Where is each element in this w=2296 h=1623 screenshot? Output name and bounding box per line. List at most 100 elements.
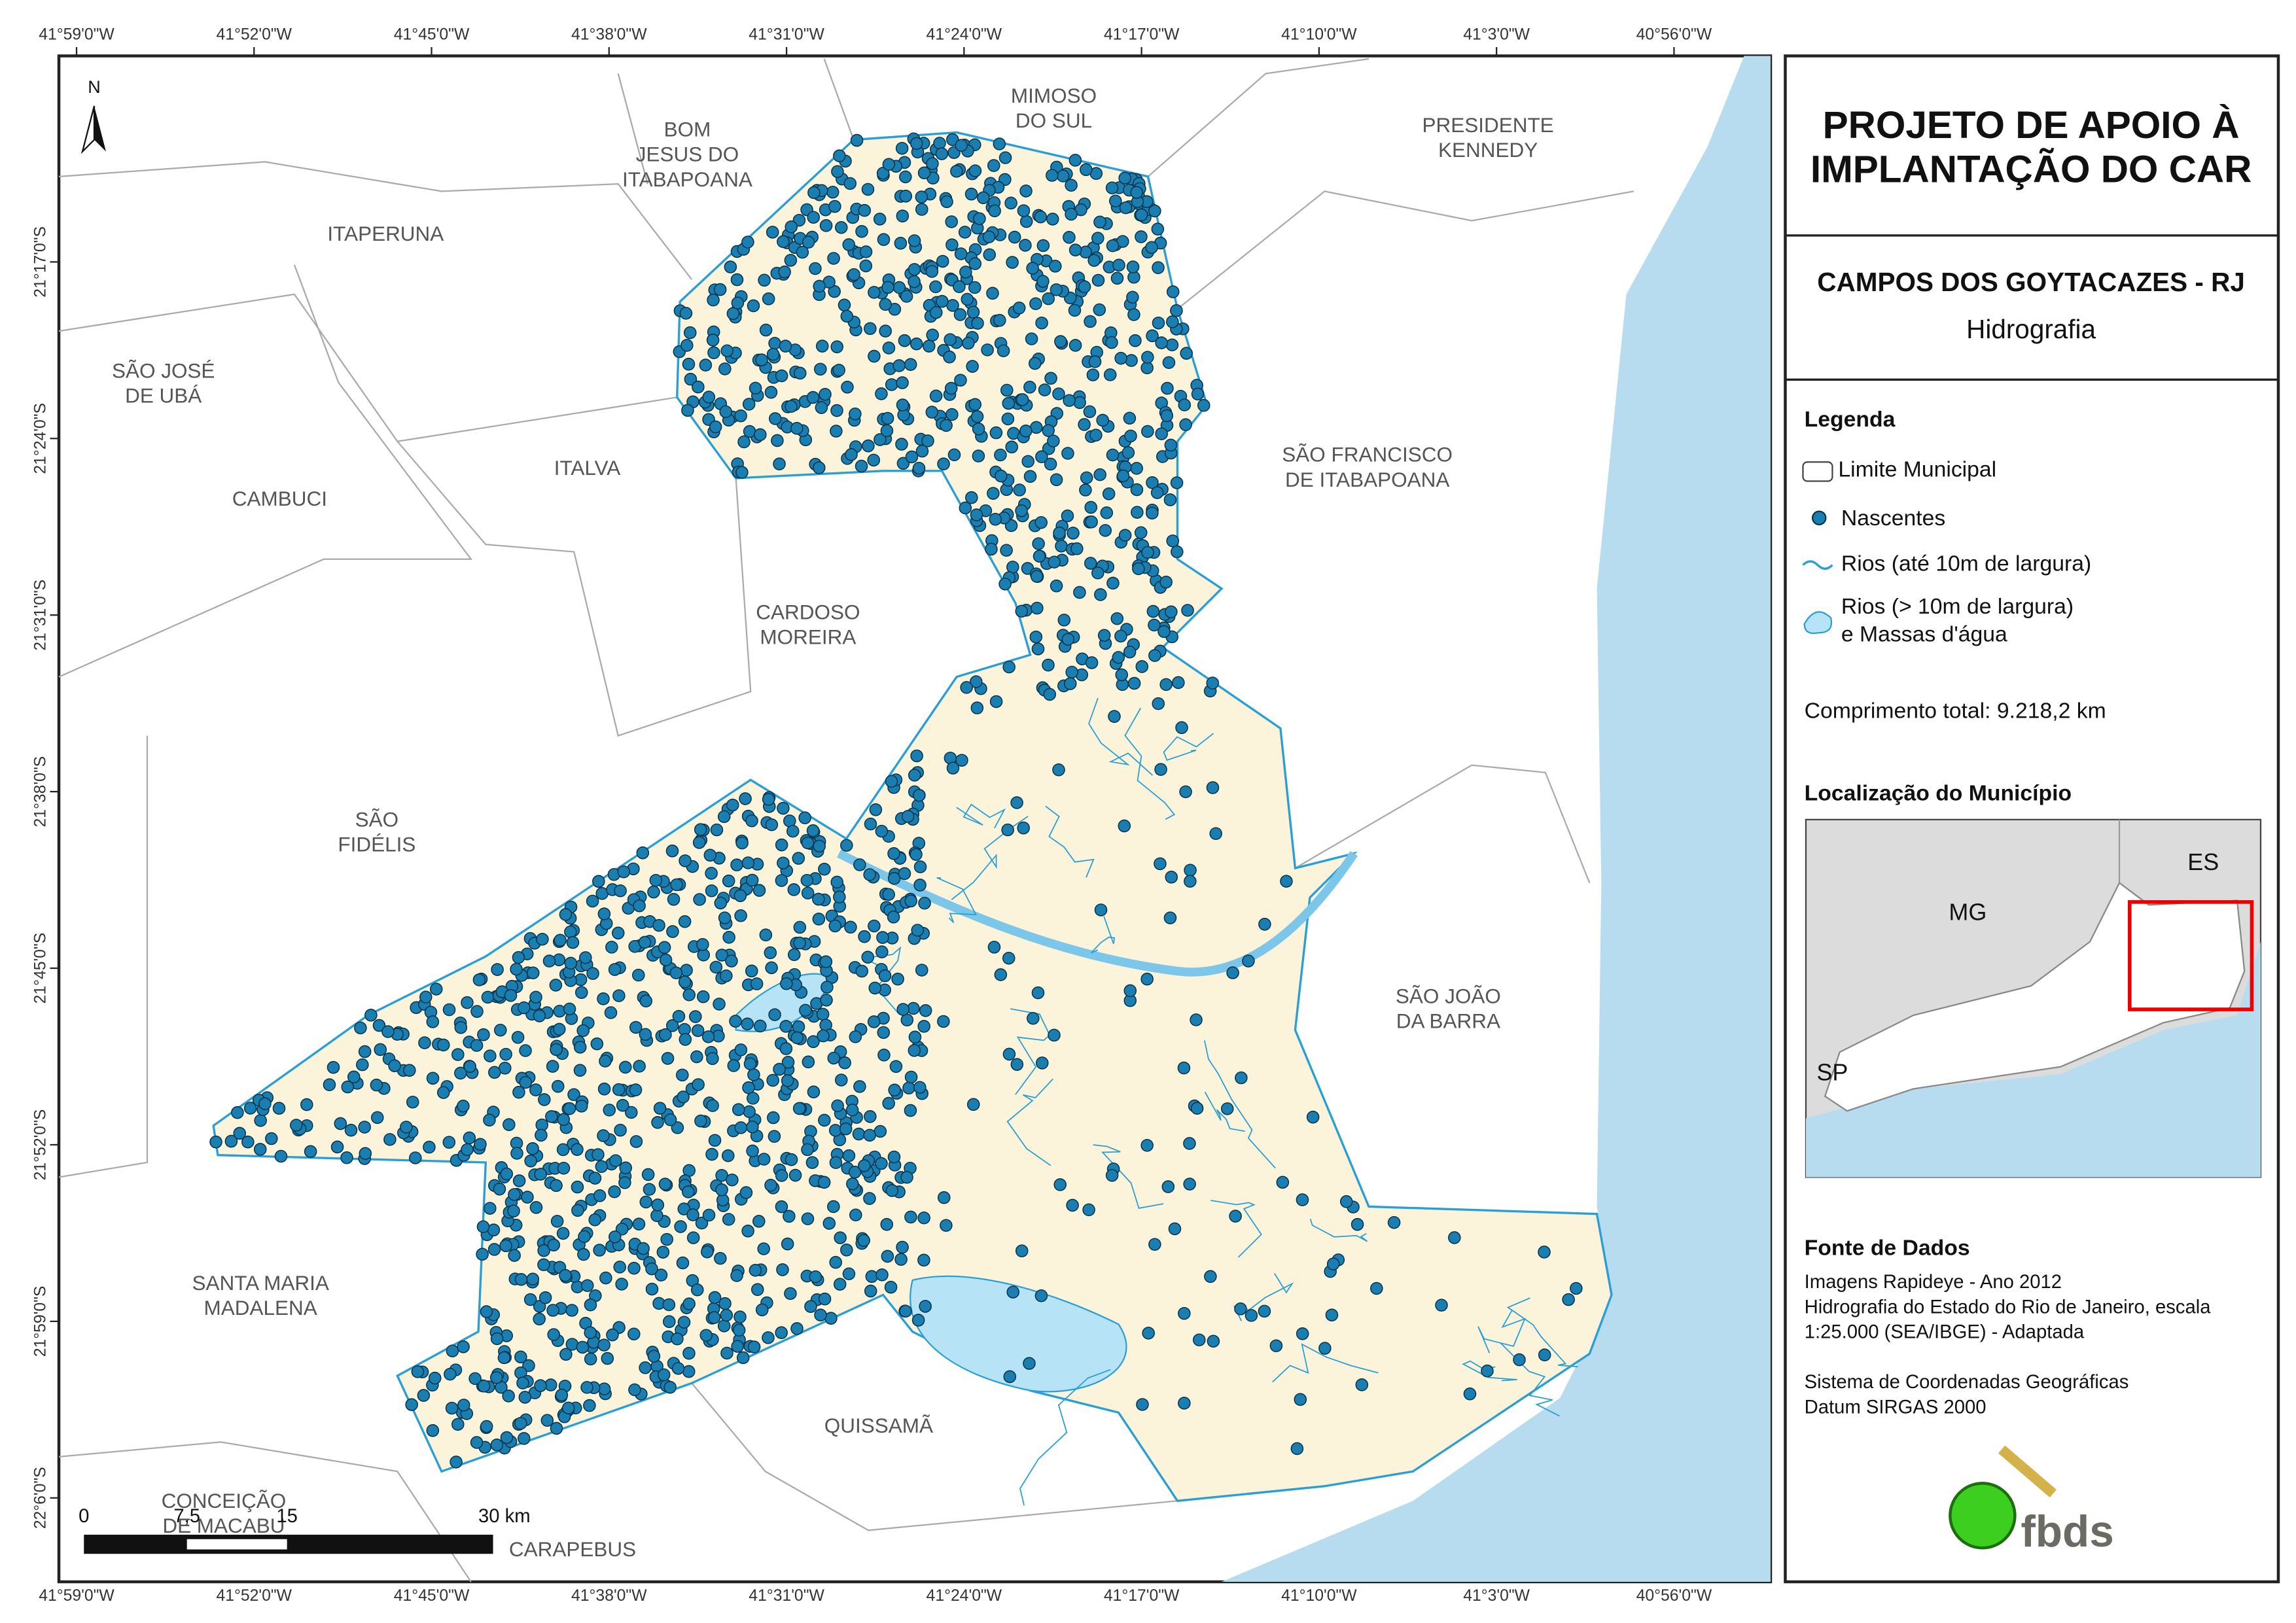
spring bbox=[833, 1278, 847, 1291]
spring bbox=[1019, 184, 1033, 198]
spring bbox=[877, 1026, 891, 1039]
spring bbox=[779, 1020, 792, 1033]
spring bbox=[651, 1115, 664, 1129]
spring bbox=[830, 340, 844, 353]
spring bbox=[804, 1300, 817, 1313]
spring bbox=[722, 931, 735, 944]
scale-bar-outline bbox=[84, 1535, 493, 1554]
spring bbox=[1123, 411, 1137, 425]
river bbox=[1233, 1273, 1294, 1321]
spring bbox=[1089, 428, 1103, 442]
spring bbox=[1042, 658, 1055, 672]
spring bbox=[576, 1024, 590, 1038]
spring bbox=[1035, 316, 1048, 330]
spring bbox=[535, 1128, 548, 1142]
spring bbox=[1180, 347, 1193, 360]
spring bbox=[601, 1352, 614, 1365]
spring bbox=[671, 1121, 684, 1134]
spring bbox=[807, 1085, 821, 1099]
spring bbox=[550, 1043, 563, 1056]
spring bbox=[863, 1128, 876, 1142]
spring bbox=[1112, 258, 1125, 272]
spring bbox=[1306, 1110, 1320, 1124]
spring bbox=[618, 1176, 631, 1189]
spring bbox=[1083, 405, 1097, 419]
spring bbox=[586, 894, 599, 908]
spring bbox=[488, 1066, 501, 1079]
spring bbox=[1125, 354, 1138, 367]
spring bbox=[1048, 1028, 1061, 1042]
spring bbox=[327, 1060, 340, 1074]
spring bbox=[887, 847, 900, 860]
spring bbox=[683, 326, 697, 340]
spring bbox=[775, 874, 788, 887]
spring bbox=[1192, 1333, 1206, 1347]
spring bbox=[660, 1232, 673, 1246]
river bbox=[1203, 1040, 1276, 1169]
spring bbox=[574, 986, 588, 999]
spring bbox=[715, 1183, 728, 1196]
spring bbox=[868, 286, 881, 299]
spring bbox=[884, 1280, 898, 1294]
municipality-label: SANTA MARIA bbox=[192, 1271, 328, 1295]
spring bbox=[1057, 614, 1071, 627]
spring bbox=[476, 1220, 490, 1234]
spring bbox=[605, 941, 618, 954]
spring bbox=[1108, 710, 1121, 723]
spring bbox=[556, 1143, 570, 1157]
spring bbox=[1206, 781, 1220, 794]
spring bbox=[993, 313, 1006, 327]
spring bbox=[781, 1055, 795, 1069]
spring bbox=[1047, 434, 1060, 447]
spring bbox=[879, 298, 892, 311]
spring bbox=[741, 856, 755, 869]
spring bbox=[1197, 398, 1210, 412]
spring bbox=[1063, 231, 1076, 244]
spring bbox=[855, 964, 869, 978]
spring bbox=[274, 1149, 288, 1163]
spring bbox=[937, 1015, 950, 1028]
spring bbox=[1110, 271, 1124, 285]
spring bbox=[426, 1015, 440, 1028]
spring bbox=[617, 865, 631, 879]
spring bbox=[831, 165, 844, 179]
spring bbox=[730, 1269, 743, 1282]
spring bbox=[611, 926, 625, 940]
spring bbox=[953, 308, 967, 321]
spring bbox=[930, 305, 943, 319]
municipality-label: BOM bbox=[664, 118, 711, 141]
spring bbox=[913, 860, 927, 873]
spring bbox=[895, 141, 909, 155]
spring bbox=[265, 1132, 278, 1145]
spring bbox=[895, 438, 908, 451]
spring bbox=[1067, 527, 1080, 540]
spring bbox=[1152, 316, 1165, 330]
spring bbox=[604, 1006, 618, 1019]
spring bbox=[1206, 676, 1220, 689]
spring bbox=[801, 836, 815, 850]
spring bbox=[888, 1083, 901, 1097]
spring bbox=[917, 1020, 930, 1033]
spring bbox=[1123, 984, 1137, 998]
spring bbox=[1154, 763, 1167, 776]
spring bbox=[639, 1028, 652, 1041]
spring bbox=[896, 457, 910, 470]
spring bbox=[933, 137, 946, 150]
spring bbox=[764, 1179, 777, 1192]
spring bbox=[1234, 1302, 1247, 1316]
spring bbox=[718, 911, 732, 924]
municipality-label: PRESIDENTE bbox=[1422, 113, 1553, 137]
spring bbox=[827, 1200, 840, 1213]
spring bbox=[900, 290, 913, 303]
spring bbox=[1006, 256, 1019, 269]
spring bbox=[499, 1239, 512, 1253]
spring bbox=[1026, 262, 1039, 275]
spring bbox=[1096, 413, 1110, 427]
spring bbox=[831, 1099, 844, 1113]
spring bbox=[707, 346, 720, 359]
spring bbox=[847, 268, 860, 281]
spring bbox=[514, 1416, 527, 1430]
side-panel bbox=[1784, 54, 2280, 1584]
spring bbox=[793, 936, 806, 950]
spring bbox=[658, 941, 671, 954]
